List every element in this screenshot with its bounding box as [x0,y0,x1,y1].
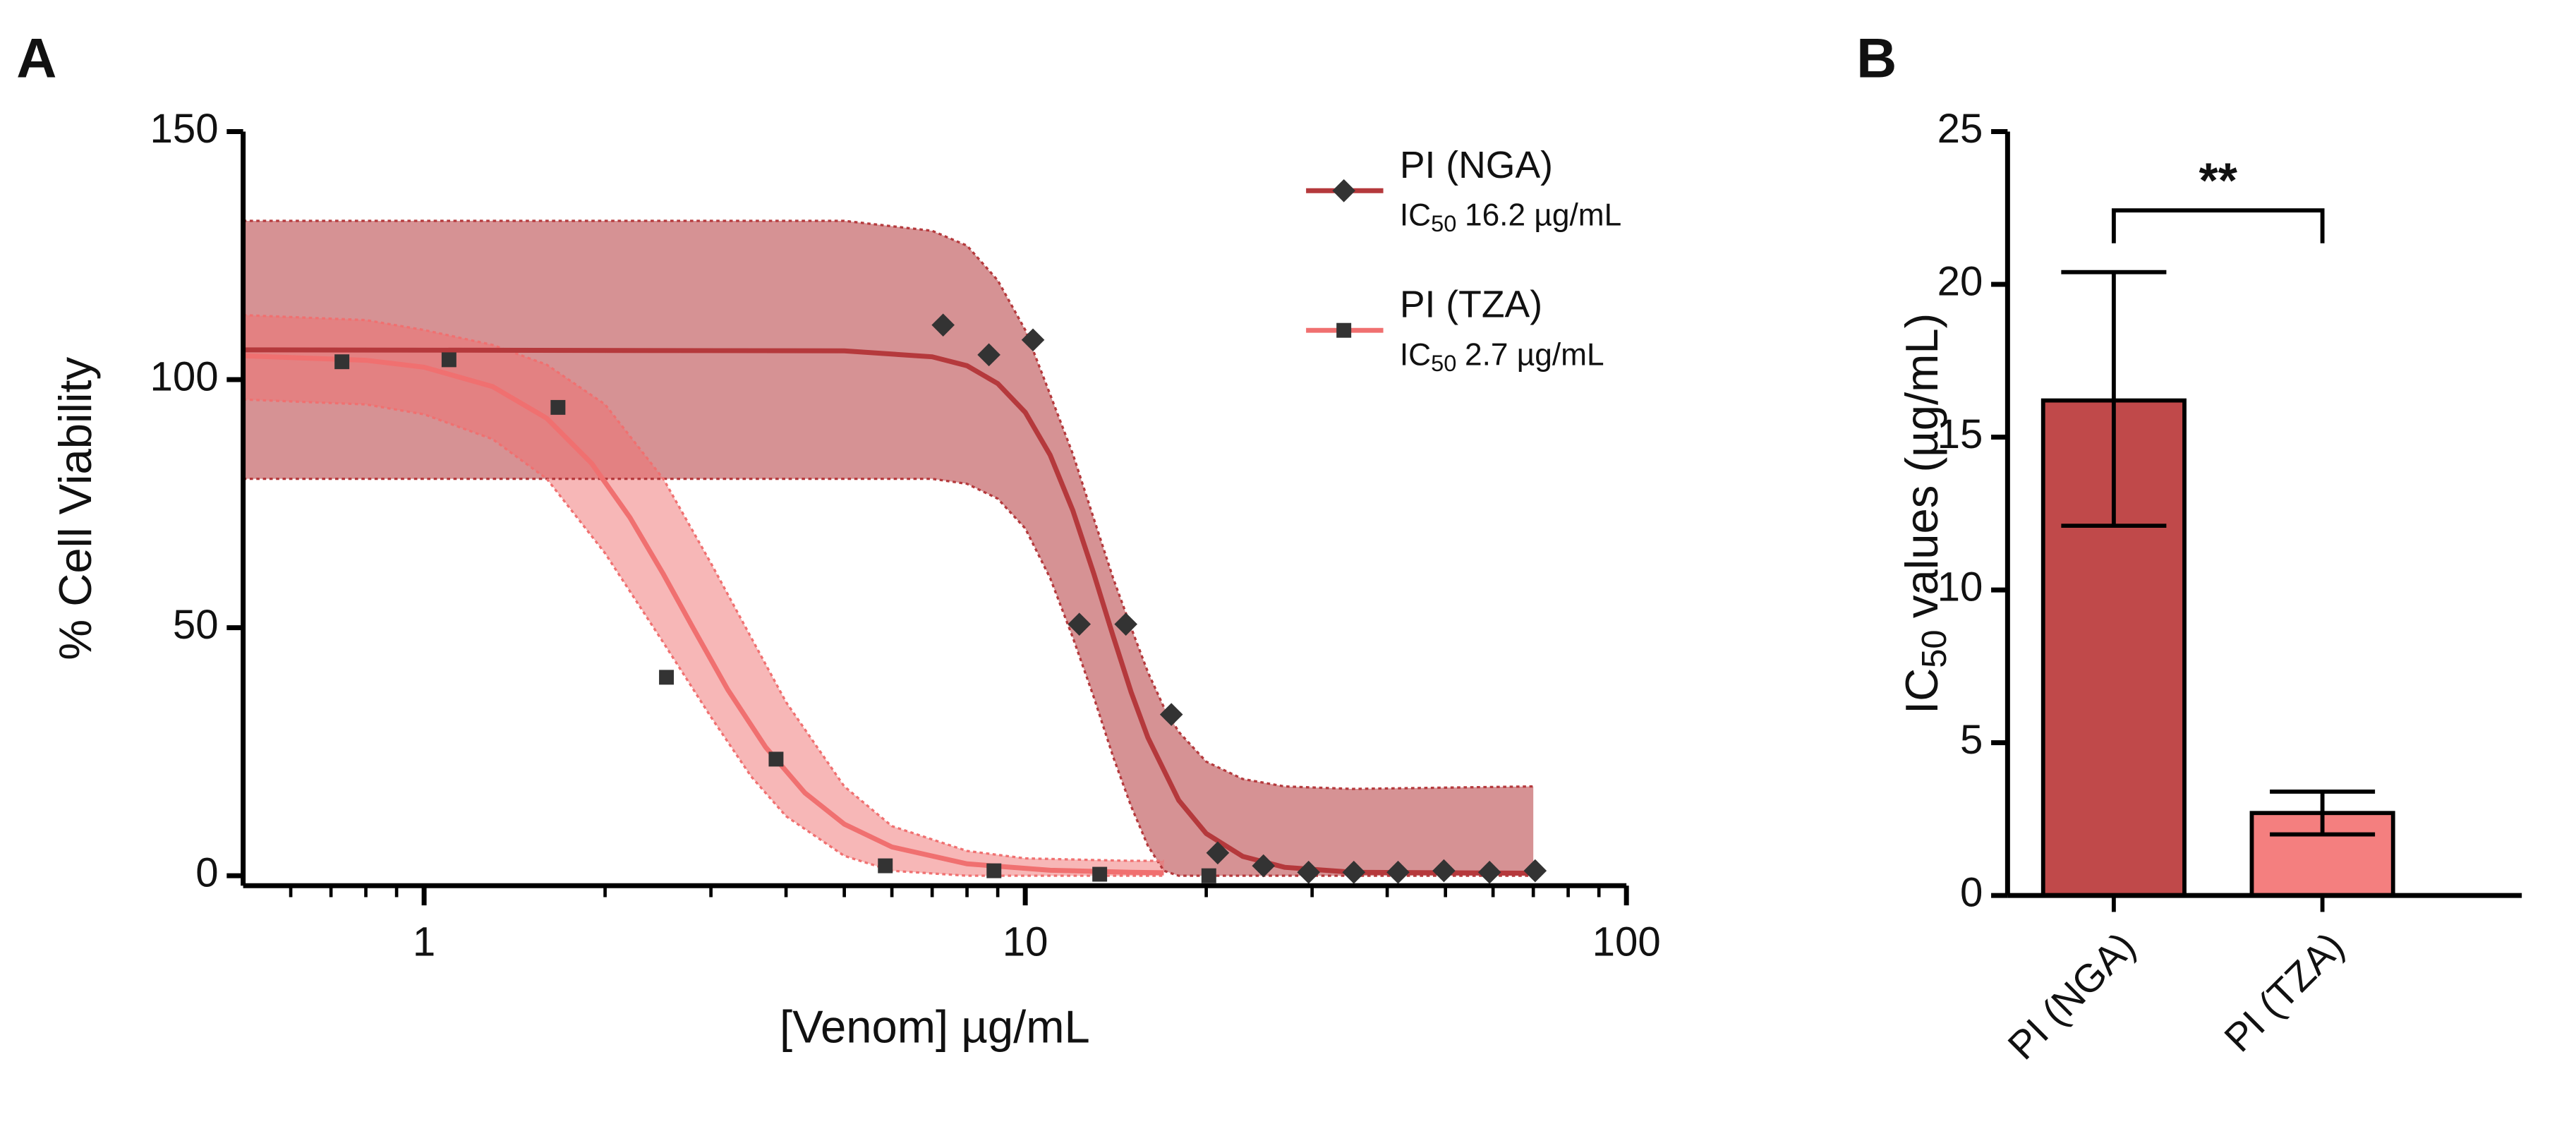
x-tick-label: PI (TZA) [2215,924,2352,1060]
data-point [1252,854,1276,878]
data-point [768,751,784,767]
legend-note: IC50 16.2 µg/mL [1400,198,1621,236]
fit-curve [243,347,1534,876]
significance-bracket [2111,208,2325,243]
confidence-band [243,221,1534,876]
panel-label: A [16,27,56,90]
y-tick-label: 20 [1937,258,1983,304]
y-tick-label: 15 [1937,411,1983,457]
data-point [1114,612,1137,636]
fit-curve [243,353,1164,876]
x-tick-label: 100 [1592,919,1661,965]
y-tick-label: 100 [150,353,219,399]
legend-note-sub: 50 [1431,210,1456,236]
data-point [550,399,566,415]
data-point [1206,841,1230,865]
legend-note-sub: 50 [1431,350,1456,376]
band-edge [243,219,1534,790]
y-label-part: values (µg/mL) [1896,313,1947,618]
y-label-part: IC [1896,668,1947,714]
data-point [334,354,350,370]
legend-note-part: 2.7 µg/mL [1465,337,1604,372]
x-tick-label: 10 [1003,919,1048,965]
data-point [1092,866,1108,882]
x-axis-label: [Venom] µg/mL [780,1001,1090,1052]
data-point [1477,860,1501,884]
data-point [659,670,675,685]
y-tick-label: 5 [1960,717,1983,763]
y-label-sub: 50 [1916,629,1954,667]
data-point [1432,859,1456,883]
x-tick-label: PI (NGA) [1999,924,2143,1068]
y-tick-label: 50 [173,602,219,648]
legend-label: PI (NGA) [1400,145,1553,186]
y-tick-label: 10 [1937,564,1983,610]
data-point [1159,703,1183,726]
band-edge [243,313,1164,862]
data-point [1201,868,1216,883]
confidence-band [243,315,1164,876]
data-point [441,352,456,368]
y-tick-label: 150 [150,106,219,152]
legend-note: IC50 2.7 µg/mL [1400,337,1604,376]
y-axis-label: % Cell Viability [49,356,101,660]
y-tick-label: 0 [1960,870,1983,916]
data-point [1342,860,1366,884]
data-point [1021,328,1045,352]
y-axis-label: IC50 values (µg/mL) [1896,313,1954,714]
panel-label: B [1856,27,1897,90]
data-point [931,313,955,337]
x-tick-label: 1 [413,919,435,965]
legend-marker [1332,179,1355,203]
data-point [878,858,893,874]
data-point [1297,860,1320,884]
data-point [986,863,1002,878]
y-tick-label: 0 [195,850,218,896]
legend-marker [1336,322,1352,338]
legend-label: PI (TZA) [1400,284,1542,326]
legend-note-part: IC [1400,337,1431,372]
significance-label: ** [2199,152,2238,207]
y-tick-label: 25 [1937,106,1983,152]
legend-note-part: 16.2 µg/mL [1465,198,1621,232]
band-edge [243,478,1534,877]
data-point [1386,860,1410,884]
legend-note-part: IC [1400,198,1431,232]
